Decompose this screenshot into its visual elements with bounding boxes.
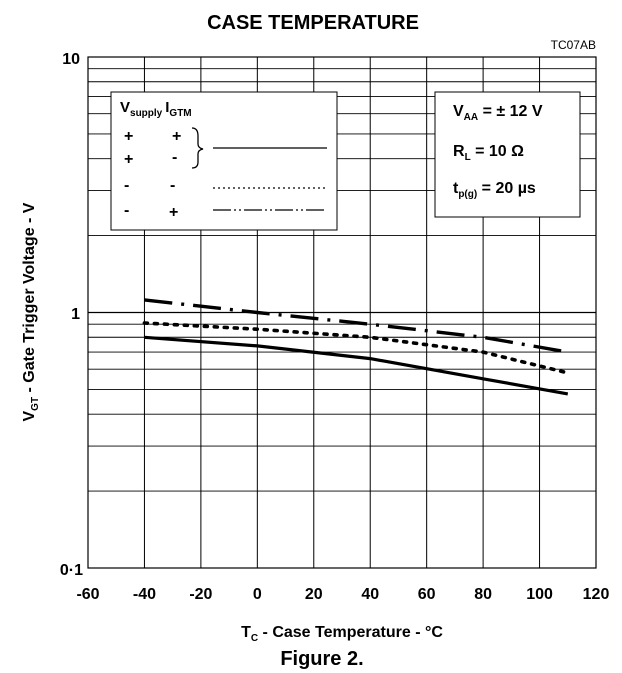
x-tick-label: 80: [474, 586, 492, 603]
x-axis-label-main: T: [241, 624, 251, 641]
figure-caption: Figure 2.: [280, 648, 363, 670]
series-line-solid: [144, 335, 569, 396]
x-axis-label: TC - Case Temperature - °C: [241, 624, 443, 644]
condition-tpg-main: t: [453, 180, 459, 197]
legend-header: Vsupply IGTM: [120, 99, 192, 119]
y-axis-label-sub: GT: [30, 397, 41, 411]
x-axis-label-rest: - Case Temperature - °C: [258, 624, 443, 641]
x-tick-label: -20: [189, 586, 212, 603]
legend-box: [110, 91, 338, 231]
x-tick-label: 60: [418, 586, 436, 603]
legend-header-v-sub: supply: [130, 108, 163, 119]
legend-brace: [191, 127, 204, 169]
chart-code: TC07AB: [551, 38, 596, 52]
x-tick-label: 120: [583, 586, 610, 603]
legend-row-1-supply: +: [124, 128, 133, 145]
series-line-dotted: [142, 321, 570, 375]
conditions-box: [434, 91, 581, 218]
condition-vaa-rest: = ± 12 V: [478, 103, 543, 120]
series-layer: [142, 298, 570, 396]
legend-row-1-igtm: +: [172, 128, 181, 145]
chart-title: CASE TEMPERATURE: [207, 12, 419, 34]
y-tick-label-10: 10: [62, 51, 80, 68]
legend-header-i: I: [165, 99, 169, 116]
x-tick-label: 40: [361, 586, 379, 603]
y-tick-label-1: 1: [71, 306, 80, 323]
x-tick-labels: -60 -40 -20 0 20 40 60 80 100 120: [76, 586, 609, 603]
legend-header-v: V: [120, 99, 130, 116]
legend-row-3-igtm: -: [170, 177, 175, 194]
x-tick-label: -40: [133, 586, 156, 603]
condition-tpg-rest: = 20 µs: [477, 180, 536, 197]
legend-row-4-igtm: +: [169, 204, 178, 221]
condition-rl-main: R: [453, 143, 465, 160]
condition-rl-rest: = 10 Ω: [471, 143, 524, 160]
condition-rl-sub: L: [465, 152, 471, 163]
legend-row-4-supply: -: [124, 202, 129, 219]
y-axis-label-main: V: [21, 410, 38, 421]
plot-frame: [87, 56, 597, 569]
x-tick-label: -60: [76, 586, 99, 603]
condition-tpg-sub: p(g): [458, 189, 477, 200]
series-line-dash-dot: [144, 298, 569, 354]
y-tick-label-0-1: 0·1: [60, 562, 83, 579]
y-axis-label-rest: - Gate Trigger Voltage - V: [21, 202, 38, 397]
legend-header-i-sub: GTM: [169, 108, 191, 119]
condition-vaa: VAA = ± 12 V: [453, 103, 543, 123]
condition-vaa-sub: AA: [464, 112, 478, 123]
x-tick-label: 0: [253, 586, 262, 603]
x-tick-label: 20: [305, 586, 323, 603]
legend-row-2-supply: +: [124, 151, 133, 168]
x-axis-label-sub: C: [251, 633, 258, 644]
legend-row-3-supply: -: [124, 177, 129, 194]
y-axis-label: VGT - Gate Trigger Voltage - V: [21, 202, 41, 421]
x-tick-label: 100: [526, 586, 553, 603]
legend-row-2-igtm: -: [172, 149, 177, 166]
condition-vaa-main: V: [453, 103, 464, 120]
condition-rl: RL = 10 Ω: [453, 143, 524, 163]
condition-tpg: tp(g) = 20 µs: [453, 180, 536, 200]
